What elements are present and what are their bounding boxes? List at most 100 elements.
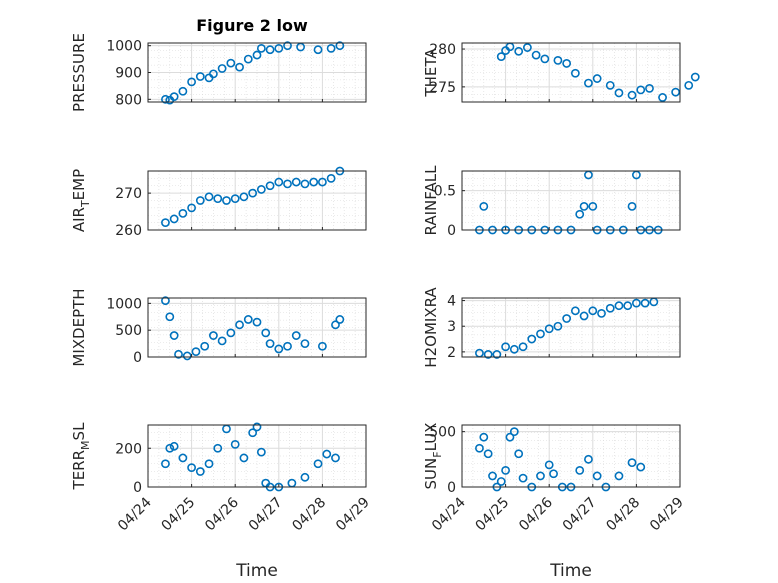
- x-tick-label: 04/29: [647, 495, 687, 535]
- y-axis-label-rest: LUX: [422, 423, 440, 452]
- data-point: [235, 62, 244, 72]
- data-point: [322, 449, 332, 459]
- data-point: [496, 477, 506, 486]
- subplot-3: 260 270 AIRTEMP: [70, 166, 367, 239]
- x-tick-label: 04/26: [516, 494, 556, 534]
- data-point: [165, 312, 175, 322]
- x-tick-label: 04/29: [333, 495, 373, 535]
- y-tick-label: 270: [115, 186, 142, 202]
- data-point: [627, 201, 637, 211]
- data-point: [531, 50, 541, 60]
- data-point: [274, 344, 284, 354]
- y-axis-label-main: PRESSURE: [70, 33, 88, 112]
- x-tick-label: 04/24: [115, 494, 155, 534]
- data-point: [544, 460, 554, 470]
- data-point: [514, 449, 524, 459]
- data-point: [204, 459, 214, 469]
- data-point: [562, 59, 572, 68]
- y-tick-label: 800: [115, 92, 142, 108]
- y-tick-label: 500: [429, 425, 456, 441]
- data-point: [671, 87, 681, 97]
- data-point: [605, 80, 615, 90]
- data-point: [627, 90, 637, 100]
- data-point: [623, 301, 633, 311]
- data-point: [331, 453, 340, 463]
- data-point: [195, 196, 205, 205]
- data-point: [174, 349, 183, 359]
- y-tick-label: 1000: [106, 296, 142, 312]
- data-point: [265, 181, 275, 191]
- data-point: [501, 342, 510, 352]
- data-point: [584, 78, 593, 88]
- data-point: [592, 74, 602, 83]
- data-point: [161, 218, 170, 228]
- subplot-6: 2 3 4 H2OMIXRA: [422, 287, 681, 368]
- data-point: [313, 459, 323, 469]
- data-point: [684, 80, 694, 90]
- y-tick-label: 3: [447, 319, 456, 335]
- y-tick-label: 280: [429, 42, 456, 58]
- axes-box: [461, 297, 681, 358]
- x-tick-label: 04/28: [603, 495, 643, 535]
- y-axis-label: RAINFALL: [422, 165, 440, 236]
- data-point: [570, 306, 580, 316]
- data-point: [256, 43, 266, 53]
- data-point: [579, 311, 589, 321]
- subplot-8: 0 500 04/24 04/25 04/26 04/27 04/28 04/29 Time SU…: [422, 423, 687, 581]
- data-point: [239, 453, 249, 463]
- axes-box: [461, 170, 681, 231]
- data-point: [592, 471, 602, 481]
- data-point: [627, 458, 637, 468]
- data-point: [291, 331, 301, 340]
- data-point: [191, 347, 201, 357]
- data-point: [274, 43, 284, 53]
- data-point: [588, 306, 598, 316]
- data-point: [544, 324, 554, 334]
- y-axis-label: PRESSURE: [70, 33, 88, 112]
- data-point: [317, 177, 327, 187]
- y-tick-label: 900: [115, 66, 142, 82]
- x-tick-label: 04/26: [202, 494, 242, 534]
- subplot-1: 800 900 1000 PRESSURE: [70, 33, 367, 112]
- axes-box: [461, 424, 681, 488]
- data-point: [501, 465, 510, 475]
- data-point: [614, 88, 624, 98]
- data-point: [313, 45, 323, 55]
- data-point: [208, 331, 218, 340]
- data-point: [222, 196, 231, 205]
- x-tick-label: 04/25: [473, 495, 513, 535]
- data-point: [230, 439, 240, 449]
- data-point: [553, 321, 563, 331]
- x-tick-label: 04/27: [560, 495, 600, 535]
- data-point: [213, 194, 223, 204]
- data-point: [492, 350, 502, 359]
- data-point: [161, 94, 170, 104]
- data-point: [636, 462, 646, 472]
- x-tick-label: 04/28: [289, 495, 329, 535]
- data-point: [256, 447, 266, 457]
- data-point: [256, 185, 266, 194]
- data-point: [300, 472, 310, 482]
- y-tick-label: 4: [447, 294, 456, 310]
- data-point: [248, 188, 258, 198]
- data-point: [187, 203, 196, 213]
- data-point: [165, 443, 175, 453]
- data-point: [213, 443, 223, 453]
- data-point: [161, 296, 170, 306]
- y-tick-label: 0: [447, 223, 456, 239]
- y-axis-label: AIRTEMP: [70, 169, 92, 232]
- data-point: [187, 463, 196, 473]
- data-point: [239, 192, 249, 202]
- data-point: [187, 77, 196, 87]
- data-point: [169, 331, 179, 340]
- data-point: [579, 201, 589, 211]
- data-point: [562, 314, 572, 323]
- y-axis-label-main: TERR: [70, 450, 88, 491]
- data-point: [217, 336, 227, 346]
- y-tick-label: 0: [133, 350, 142, 366]
- data-point: [645, 83, 654, 93]
- x-tick-label: 04/27: [246, 495, 286, 535]
